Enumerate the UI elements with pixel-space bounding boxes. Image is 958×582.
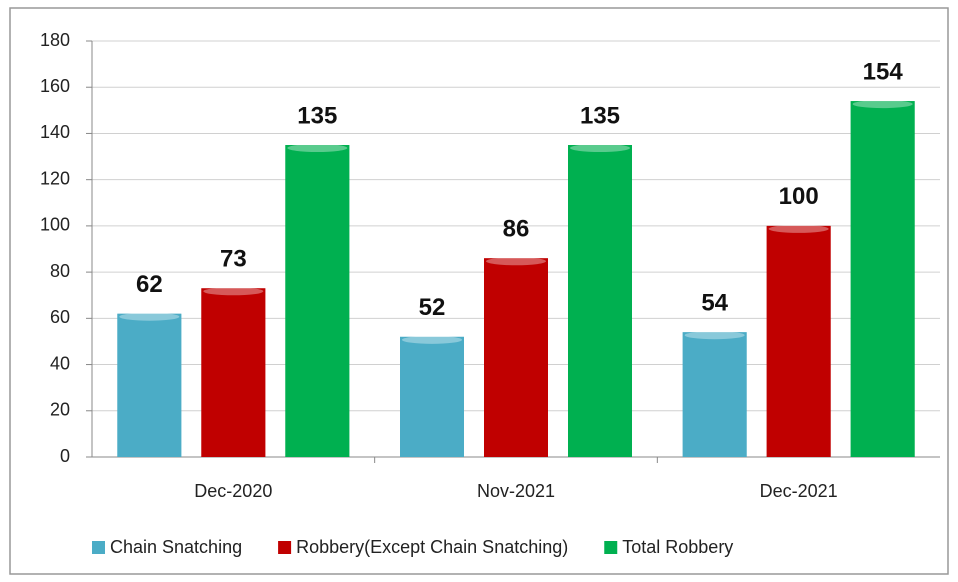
value-label: 86 bbox=[503, 216, 530, 243]
value-label: 62 bbox=[136, 271, 163, 298]
bar-shade bbox=[850, 101, 915, 457]
bar-cap bbox=[203, 287, 264, 296]
value-label: 135 bbox=[297, 102, 337, 129]
y-tick-label: 180 bbox=[40, 30, 70, 50]
value-label: 135 bbox=[580, 102, 620, 129]
y-tick-label: 20 bbox=[50, 400, 70, 420]
x-tick-label: Nov-2021 bbox=[477, 481, 555, 501]
x-tick-label: Dec-2020 bbox=[194, 481, 272, 501]
legend-label: Robbery(Except Chain Snatching) bbox=[296, 537, 568, 557]
value-label: 100 bbox=[779, 183, 819, 210]
y-tick-label: 160 bbox=[40, 76, 70, 96]
bar-cap bbox=[684, 331, 745, 340]
y-tick-label: 140 bbox=[40, 122, 70, 142]
bar-shade bbox=[568, 145, 632, 457]
bar-cap bbox=[402, 335, 462, 344]
legend-swatch bbox=[92, 541, 105, 554]
value-label: 54 bbox=[701, 290, 728, 317]
value-label: 154 bbox=[863, 58, 904, 85]
y-tick-label: 100 bbox=[40, 215, 70, 235]
x-tick-label: Dec-2021 bbox=[760, 481, 838, 501]
bar-shade bbox=[484, 258, 548, 457]
legend-label: Chain Snatching bbox=[110, 537, 242, 557]
bar-shade bbox=[285, 145, 350, 457]
bar-shade bbox=[117, 313, 182, 457]
legend-swatch bbox=[604, 541, 618, 554]
bar-cap bbox=[119, 312, 180, 321]
y-tick-label: 80 bbox=[50, 261, 70, 281]
bar-cap bbox=[852, 100, 913, 109]
value-label: 73 bbox=[220, 246, 247, 273]
y-tick-label: 60 bbox=[50, 307, 70, 327]
y-tick-label: 40 bbox=[50, 353, 70, 373]
bar-shade bbox=[201, 288, 266, 457]
bar-cap bbox=[287, 144, 348, 152]
bar-cap bbox=[570, 144, 630, 152]
bar-shade bbox=[400, 336, 464, 457]
bar-cap bbox=[768, 224, 829, 233]
value-label: 52 bbox=[419, 294, 446, 321]
legend-swatch bbox=[278, 541, 292, 554]
y-tick-label: 120 bbox=[40, 168, 70, 188]
bar-cap bbox=[486, 257, 546, 266]
bar-shade bbox=[766, 225, 831, 457]
bar-shade bbox=[682, 332, 747, 457]
y-tick-label: 0 bbox=[60, 446, 70, 466]
legend-label: Total Robbery bbox=[622, 537, 733, 557]
